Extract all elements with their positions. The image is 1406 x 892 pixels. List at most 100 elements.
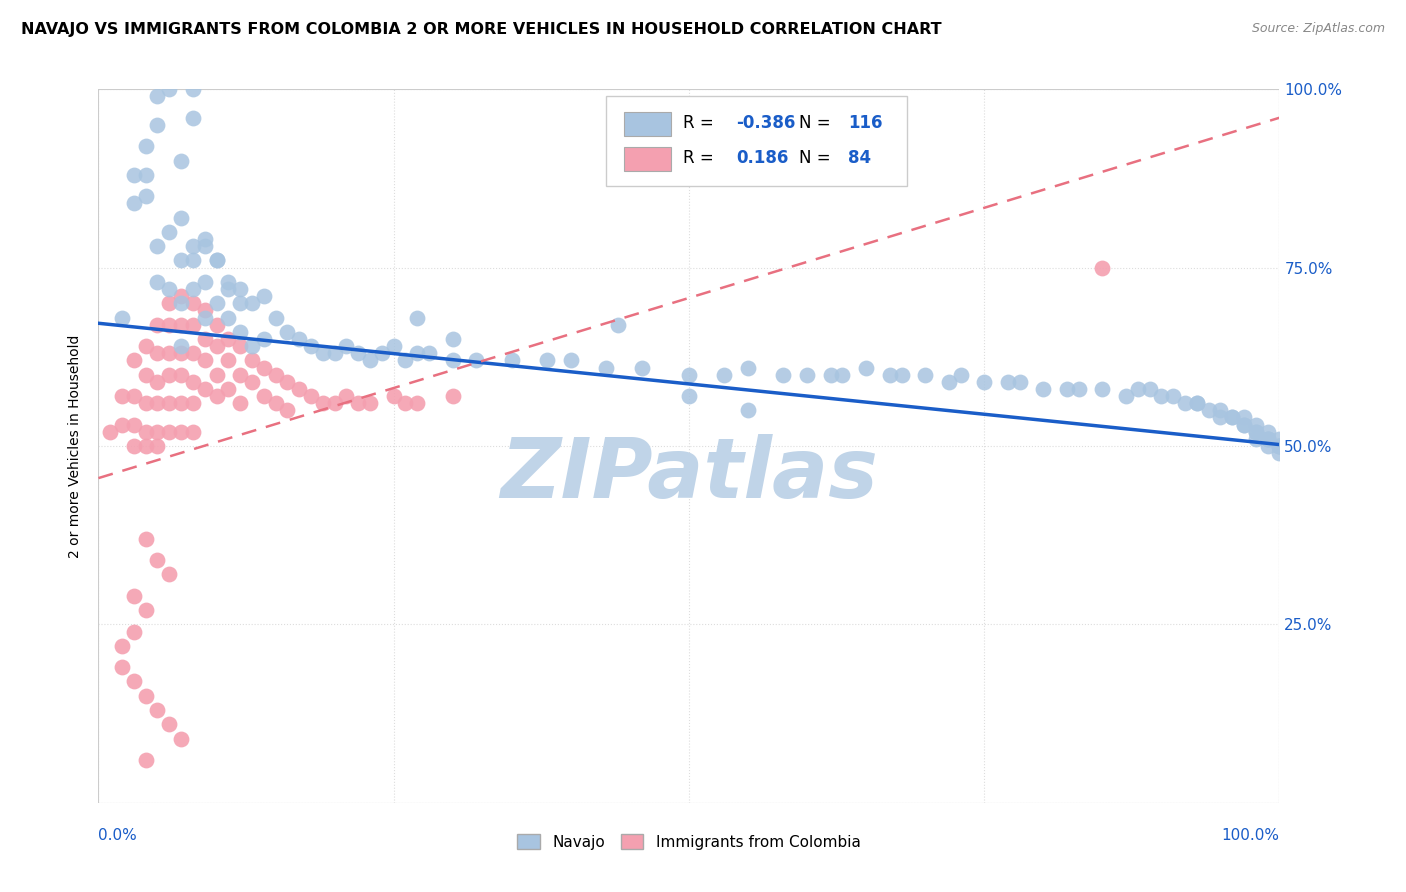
Point: [229, 396, 252, 410]
Point: [111, 310, 134, 325]
Point: [1268, 439, 1291, 453]
Text: ZIPatlas: ZIPatlas: [501, 434, 877, 515]
Point: [122, 353, 145, 368]
Point: [737, 403, 759, 417]
Point: [914, 368, 936, 382]
Point: [312, 346, 335, 360]
Point: [997, 375, 1019, 389]
Point: [170, 396, 193, 410]
Point: [146, 375, 169, 389]
Point: [194, 332, 217, 346]
Point: [1150, 389, 1173, 403]
Point: [406, 310, 429, 325]
Point: [630, 360, 652, 375]
Bar: [624, 112, 671, 136]
Point: [122, 439, 145, 453]
Point: [1115, 389, 1137, 403]
Point: [194, 239, 217, 253]
Point: [299, 339, 322, 353]
Point: [122, 196, 145, 211]
Point: [890, 368, 912, 382]
Point: [181, 282, 204, 296]
Point: [1268, 446, 1291, 460]
Point: [347, 346, 370, 360]
Point: [181, 296, 204, 310]
Point: [229, 296, 252, 310]
FancyBboxPatch shape: [606, 96, 907, 186]
Point: [181, 425, 204, 439]
Text: 84: 84: [848, 150, 872, 168]
Point: [181, 111, 204, 125]
Point: [146, 396, 169, 410]
Point: [276, 375, 298, 389]
Point: [170, 153, 193, 168]
Point: [157, 225, 180, 239]
Point: [1244, 417, 1267, 432]
Point: [394, 396, 416, 410]
Point: [135, 753, 157, 767]
Point: [111, 660, 134, 674]
Point: [1257, 432, 1279, 446]
Point: [194, 303, 217, 318]
Point: [229, 368, 252, 382]
Point: [796, 368, 818, 382]
Point: [170, 368, 193, 382]
Point: [181, 82, 204, 96]
Point: [229, 325, 252, 339]
Text: 100.0%: 100.0%: [1222, 828, 1279, 843]
Point: [181, 318, 204, 332]
Point: [299, 389, 322, 403]
Point: [135, 689, 157, 703]
Point: [441, 353, 464, 368]
Point: [1185, 396, 1208, 410]
Point: [146, 89, 169, 103]
Text: N =: N =: [799, 114, 835, 132]
Text: -0.386: -0.386: [737, 114, 796, 132]
Point: [973, 375, 995, 389]
Point: [146, 118, 169, 132]
Point: [181, 396, 204, 410]
Point: [1209, 403, 1232, 417]
Point: [157, 425, 180, 439]
Point: [205, 339, 228, 353]
Point: [1091, 382, 1114, 396]
Point: [1257, 425, 1279, 439]
Point: [347, 396, 370, 410]
Point: [441, 389, 464, 403]
Point: [1268, 432, 1291, 446]
Point: [678, 389, 700, 403]
Point: [1257, 432, 1279, 446]
Point: [146, 239, 169, 253]
Point: [1174, 396, 1197, 410]
Point: [170, 211, 193, 225]
Point: [1268, 439, 1291, 453]
Point: [170, 289, 193, 303]
Point: [205, 318, 228, 332]
Point: [1257, 439, 1279, 453]
Point: [1257, 432, 1279, 446]
Point: [820, 368, 842, 382]
Point: [323, 346, 346, 360]
Point: [288, 332, 311, 346]
Point: [111, 639, 134, 653]
Point: [122, 624, 145, 639]
Point: [146, 318, 169, 332]
Point: [146, 275, 169, 289]
Text: 116: 116: [848, 114, 883, 132]
Point: [1139, 382, 1161, 396]
Point: [240, 296, 263, 310]
Point: [1126, 382, 1149, 396]
Point: [217, 275, 239, 289]
Point: [1244, 425, 1267, 439]
Point: [135, 396, 157, 410]
Point: [157, 567, 180, 582]
Point: [135, 425, 157, 439]
Point: [879, 368, 901, 382]
Point: [194, 275, 217, 289]
Point: [831, 368, 853, 382]
Point: [157, 396, 180, 410]
Point: [135, 368, 157, 382]
Point: [217, 332, 239, 346]
Point: [855, 360, 877, 375]
Point: [560, 353, 582, 368]
